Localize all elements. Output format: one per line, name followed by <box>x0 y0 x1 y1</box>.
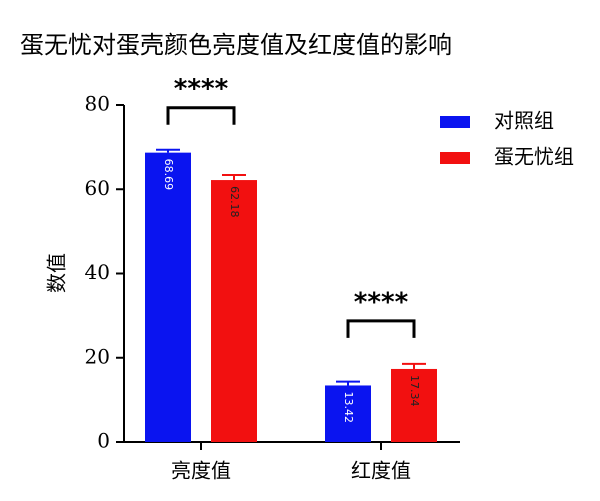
legend-label: 蛋无忧组 <box>494 145 574 169</box>
legend-swatch <box>440 152 470 164</box>
x-tick-label: 亮度值 <box>171 459 231 483</box>
y-tick-label: 80 <box>85 92 110 116</box>
bar <box>145 152 191 442</box>
y-tick-label: 60 <box>85 176 110 200</box>
bar <box>391 368 437 442</box>
legend-label: 对照组 <box>494 109 554 133</box>
bar <box>211 180 257 442</box>
value-label: 62.18 <box>228 186 241 218</box>
legend-swatch <box>440 116 470 128</box>
y-axis-label: 数值 <box>45 253 69 293</box>
bar <box>325 385 371 442</box>
value-label: 17.34 <box>408 375 421 407</box>
significance-bracket <box>346 319 416 338</box>
significance-label: **** <box>174 74 229 104</box>
value-label: 13.42 <box>342 391 355 423</box>
significance-label: **** <box>354 287 409 317</box>
y-tick-label: 40 <box>85 260 110 284</box>
x-tick-label: 红度值 <box>351 459 411 483</box>
significance-bracket <box>166 106 236 125</box>
value-label: 68.69 <box>162 159 175 191</box>
y-tick-label: 0 <box>97 429 110 453</box>
y-tick-label: 20 <box>85 344 110 368</box>
chart-title: 蛋无忧对蛋壳颜色亮度值及红度值的影响 <box>20 31 452 59</box>
